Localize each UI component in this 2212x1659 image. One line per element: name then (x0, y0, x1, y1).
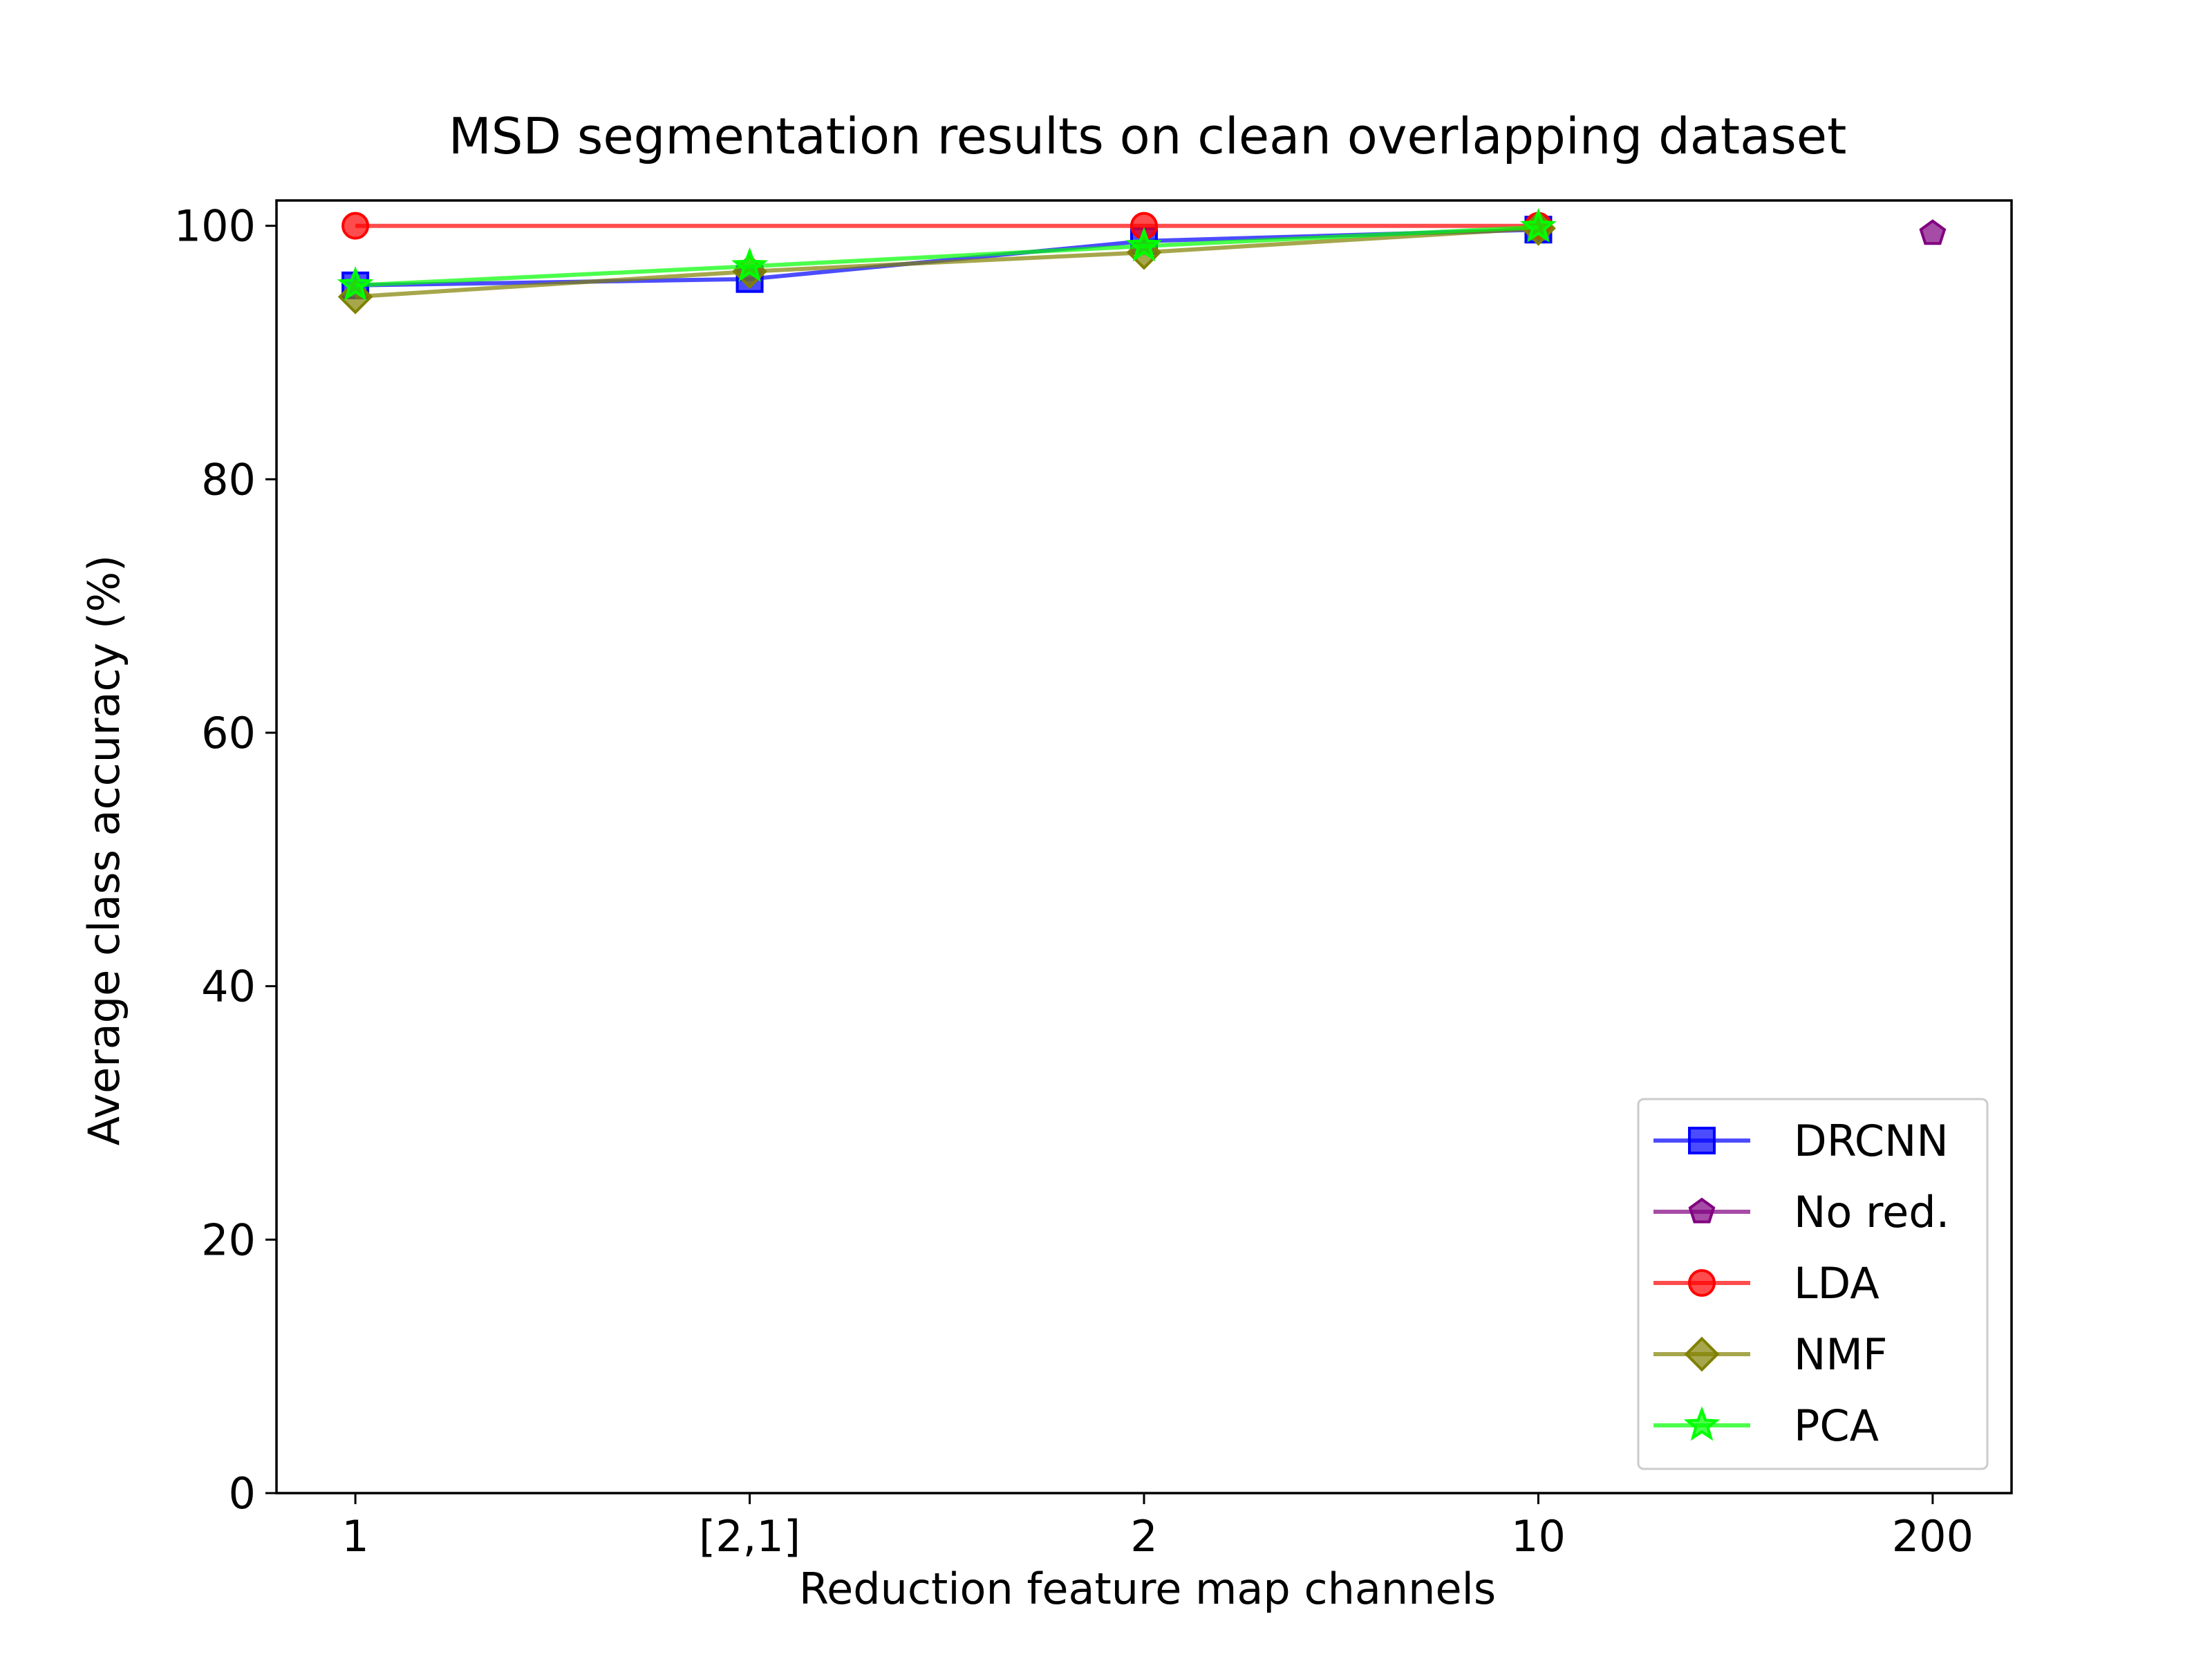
y-tick-label: 20 (201, 1215, 256, 1265)
x-tick-label: 1 (341, 1511, 368, 1562)
y-tick-label: 100 (174, 201, 256, 252)
legend-marker-pca (1683, 1406, 1721, 1441)
series-line-pca (355, 225, 1539, 288)
series-pca (337, 207, 1557, 301)
legend-item-lda: LDA (1653, 1258, 1880, 1309)
legend-marker-drcnn (1688, 1127, 1716, 1154)
chart-title: MSD segmentation results on clean overla… (449, 107, 1847, 165)
legend-item-no-red: No red. (1653, 1187, 1949, 1237)
y-tick-label: 80 (201, 454, 256, 505)
legend-label-nmf: NMF (1794, 1329, 1888, 1380)
data-point-pca (1520, 207, 1557, 243)
x-tick-label: 10 (1511, 1511, 1566, 1562)
legend-label-pca: PCA (1794, 1400, 1879, 1451)
series-no-red (1919, 219, 1947, 245)
data-point-pca (337, 266, 374, 301)
x-axis-ticks: 1 [2,1] 2 10 200 (341, 1493, 1974, 1562)
x-axis-label: Reduction feature map channels (799, 1564, 1496, 1614)
data-point-pca (1125, 227, 1163, 262)
y-axis-ticks: 0 20 40 60 80 100 (174, 201, 276, 1519)
data-point-lda (341, 212, 370, 240)
legend-label-no-red: No red. (1794, 1187, 1949, 1237)
legend-item-nmf: NMF (1653, 1329, 1888, 1380)
legend-marker-nmf (1684, 1336, 1720, 1372)
y-tick-label: 60 (201, 708, 256, 758)
legend-marker-lda (1688, 1269, 1716, 1297)
y-tick-label: 0 (229, 1468, 256, 1519)
y-axis-label: Average class accuracy (%) (79, 555, 129, 1146)
plot-area: 1 [2,1] 2 10 200 0 20 40 60 80 100 (174, 199, 2013, 1562)
legend-item-pca: PCA (1653, 1400, 1879, 1451)
legend-marker-no-red (1688, 1197, 1716, 1224)
data-point-no-red (1919, 219, 1947, 245)
legend-item-drcnn: DRCNN (1653, 1116, 1949, 1166)
legend-label-drcnn: DRCNN (1794, 1116, 1949, 1166)
y-tick-label: 40 (201, 962, 256, 1012)
x-tick-label: 200 (1892, 1511, 1974, 1562)
legend: DRCNN No red. LDA NMF PCA (1637, 1098, 1989, 1470)
legend-label-lda: LDA (1794, 1258, 1880, 1309)
data-point-pca (731, 247, 768, 282)
series-line-nmf (355, 226, 1539, 299)
x-tick-label: 2 (1130, 1511, 1157, 1562)
legend-box (1637, 1098, 1989, 1470)
x-tick-label: [2,1] (699, 1511, 800, 1562)
